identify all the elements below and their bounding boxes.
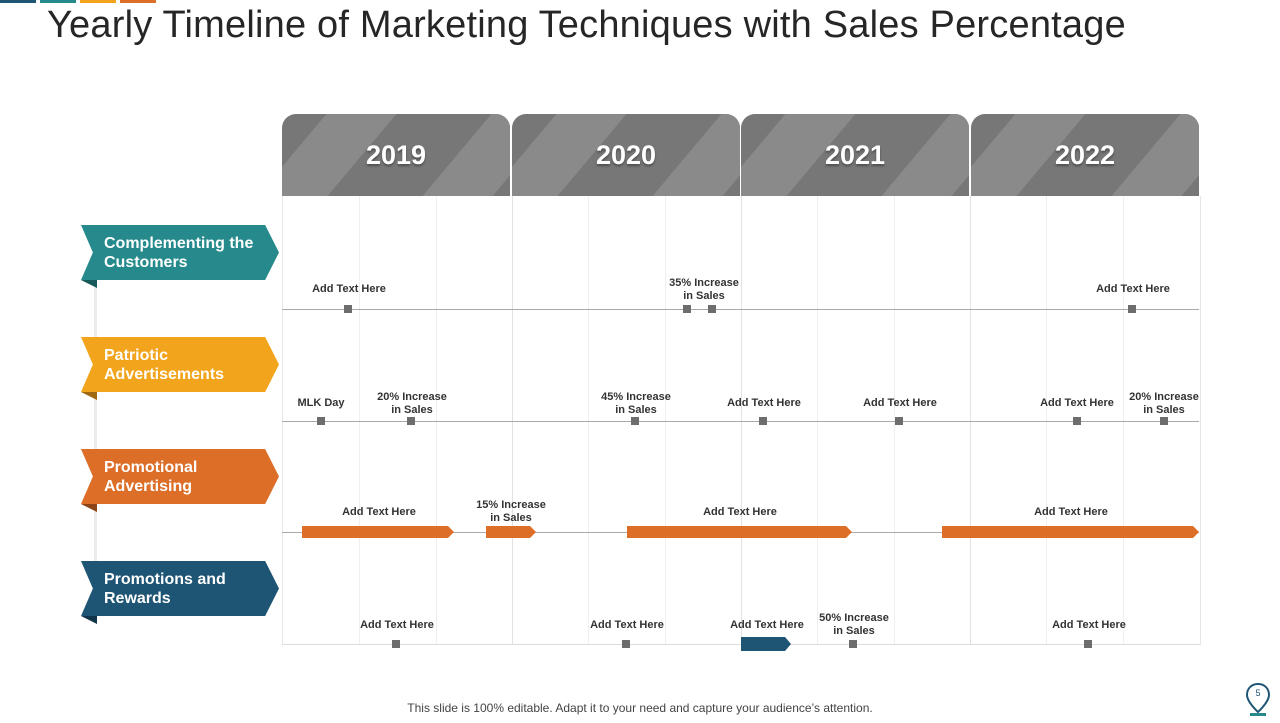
- row2-event-label: Add Text Here: [727, 397, 801, 409]
- row4-event-label: Add Text Here: [590, 619, 664, 631]
- row1-marker: [1128, 305, 1136, 313]
- row2-marker: [1160, 417, 1168, 425]
- row2-marker: [895, 417, 903, 425]
- row-label-promotions-rewards: Promotions and Rewards: [81, 561, 279, 624]
- row1-marker: [708, 305, 716, 313]
- row2-event-label: Add Text Here: [1040, 397, 1114, 409]
- year-header-2022: 2022: [971, 114, 1199, 196]
- footer-note: This slide is 100% editable. Adapt it to…: [407, 701, 873, 715]
- row4-marker: [392, 640, 400, 648]
- row2-marker: [407, 417, 415, 425]
- year-label: 2019: [365, 140, 427, 170]
- row4-marker: [1084, 640, 1092, 648]
- row2-event-label: Add Text Here: [863, 397, 937, 409]
- row3-event-label: Add Text Here: [342, 506, 416, 518]
- year-header-2019: 2019: [282, 114, 510, 196]
- row4-duration-bar: [741, 637, 791, 651]
- row1-event-label: Add Text Here: [312, 283, 386, 295]
- accent-bars: [0, 0, 170, 4]
- row-label-text: Patriotic Advertisements: [104, 347, 225, 383]
- row1-event-label: 35% Increase in Sales: [669, 277, 739, 302]
- year-header-2020: 2020: [512, 114, 740, 196]
- year-label: 2022: [1054, 140, 1116, 170]
- row2-marker: [759, 417, 767, 425]
- row-label-text: Complementing the Customers: [104, 235, 254, 271]
- year-header-2021: 2021: [741, 114, 969, 196]
- row-label-complementing: Complementing the Customers: [81, 225, 279, 288]
- row2-marker: [1073, 417, 1081, 425]
- row3-event-label: Add Text Here: [1034, 506, 1108, 518]
- row3-event-label: 15% Increase in Sales: [476, 499, 546, 524]
- row1-timeline-line: [282, 309, 1199, 310]
- row2-marker: [317, 417, 325, 425]
- row1-event-label: Add Text Here: [1096, 283, 1170, 295]
- row2-timeline-line: [282, 421, 1199, 422]
- row-label-promotional: Promotional Advertising: [81, 449, 279, 512]
- year-label: 2021: [824, 140, 886, 170]
- row3-duration-bar: [942, 526, 1199, 538]
- row4-event-label: Add Text Here: [360, 619, 434, 631]
- row2-event-label: 20% Increase in Sales: [1129, 391, 1199, 416]
- page-number-pin: 5: [1245, 682, 1271, 718]
- row4-event-label: Add Text Here: [730, 619, 804, 631]
- location-pin-icon: [1245, 682, 1271, 716]
- row2-event-label: MLK Day: [297, 397, 345, 409]
- page-title: Yearly Timeline of Marketing Techniques …: [47, 4, 1126, 46]
- row-label-text: Promotions and Rewards: [104, 571, 226, 607]
- sidebar-line: [94, 240, 97, 620]
- row2-marker: [631, 417, 639, 425]
- row3-event-label: Add Text Here: [703, 506, 777, 518]
- row-label-text: Promotional Advertising: [104, 459, 198, 495]
- page-number: 5: [1255, 688, 1261, 698]
- row3-duration-bar: [627, 526, 852, 538]
- row4-marker: [849, 640, 857, 648]
- row2-event-label: 45% Increase in Sales: [601, 391, 671, 416]
- row4-event-label: 50% Increase in Sales: [819, 612, 889, 637]
- year-label: 2020: [595, 140, 657, 170]
- row3-duration-bar: [302, 526, 454, 538]
- row1-marker: [683, 305, 691, 313]
- row4-event-label: Add Text Here: [1052, 619, 1126, 631]
- row1-marker: [344, 305, 352, 313]
- row2-event-label: 20% Increase in Sales: [377, 391, 447, 416]
- row3-duration-bar: [486, 526, 536, 538]
- row-label-patriotic: Patriotic Advertisements: [81, 337, 279, 400]
- row4-marker: [622, 640, 630, 648]
